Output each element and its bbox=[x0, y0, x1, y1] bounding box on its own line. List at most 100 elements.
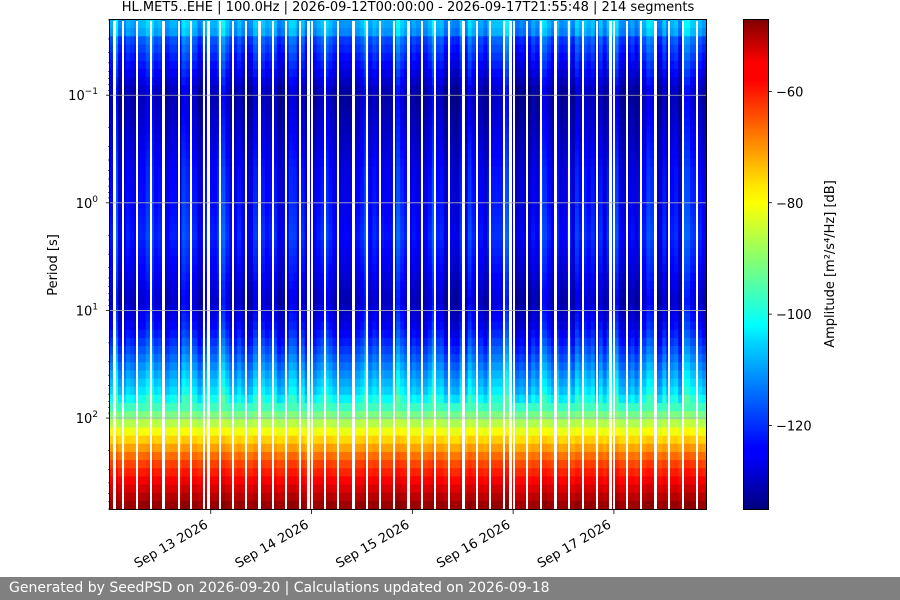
heatmap-cell bbox=[117, 20, 123, 29]
heatmap-cell bbox=[272, 231, 278, 241]
heatmap-cell bbox=[125, 288, 131, 298]
heatmap-cell bbox=[400, 101, 405, 111]
heatmap-cell bbox=[555, 240, 560, 249]
heatmap-cell bbox=[435, 248, 441, 257]
heatmap-cell bbox=[320, 52, 326, 62]
heatmap-cell bbox=[193, 174, 199, 184]
heatmap-cell bbox=[125, 52, 131, 62]
heatmap-cell bbox=[149, 264, 155, 274]
heatmap-cell bbox=[173, 134, 179, 143]
heatmap-cell bbox=[173, 240, 179, 249]
heatmap-cell bbox=[137, 20, 143, 29]
heatmap-cell bbox=[229, 68, 234, 78]
heatmap-cell bbox=[376, 20, 381, 29]
heatmap-cell bbox=[443, 36, 449, 46]
heatmap-cell bbox=[312, 36, 318, 46]
heatmap-cell bbox=[145, 150, 151, 160]
heatmap-cell bbox=[233, 272, 238, 282]
heatmap-cell bbox=[181, 77, 187, 86]
heatmap-cell bbox=[499, 20, 504, 29]
heatmap-cell bbox=[117, 60, 123, 70]
heatmap-cell bbox=[463, 248, 469, 257]
heatmap-cell bbox=[165, 166, 171, 176]
heatmap-cell bbox=[125, 207, 131, 217]
heatmap-cell bbox=[284, 199, 290, 209]
heatmap-cell bbox=[245, 125, 250, 135]
heatmap-cell bbox=[499, 85, 504, 94]
heatmap-cell bbox=[129, 36, 135, 46]
heatmap-cell bbox=[423, 231, 429, 241]
heatmap-cell bbox=[276, 248, 282, 257]
heatmap-cell bbox=[241, 68, 246, 78]
heatmap-cell bbox=[447, 60, 453, 70]
heatmap-cell bbox=[225, 248, 230, 257]
heatmap-cell bbox=[372, 77, 377, 86]
heatmap-cell bbox=[455, 183, 461, 192]
heatmap-cell bbox=[586, 36, 592, 46]
heatmap-cell bbox=[642, 223, 647, 233]
heatmap-cell bbox=[356, 280, 361, 290]
heatmap-cell bbox=[165, 77, 171, 86]
heatmap-cell bbox=[384, 101, 389, 111]
heatmap-cell bbox=[300, 134, 306, 143]
heatmap-cell bbox=[304, 231, 310, 241]
heatmap-cell bbox=[682, 207, 687, 217]
heatmap-cell bbox=[606, 280, 612, 290]
heatmap-cell bbox=[662, 36, 667, 46]
heatmap-cell bbox=[527, 134, 532, 143]
heatmap-cell bbox=[225, 36, 230, 46]
heatmap-cell bbox=[479, 199, 485, 209]
heatmap-cell bbox=[165, 93, 171, 103]
heatmap-cell bbox=[646, 134, 651, 143]
heatmap-cell bbox=[173, 215, 179, 225]
heatmap-cell bbox=[582, 150, 588, 160]
heatmap-cell bbox=[380, 183, 385, 192]
heatmap-cell bbox=[598, 231, 604, 241]
heatmap-cell bbox=[328, 60, 334, 70]
heatmap-cell bbox=[503, 231, 508, 241]
heatmap-cell bbox=[340, 101, 346, 111]
heatmap-cell bbox=[630, 60, 636, 70]
heatmap-cell bbox=[682, 191, 687, 200]
heatmap-cell bbox=[646, 44, 651, 54]
heatmap-cell bbox=[117, 183, 123, 192]
heatmap-cell bbox=[173, 52, 179, 62]
heatmap-cell bbox=[324, 109, 330, 119]
heatmap-cell bbox=[602, 77, 608, 86]
heatmap-cell bbox=[678, 158, 683, 168]
heatmap-cell bbox=[110, 77, 115, 86]
heatmap-cell bbox=[610, 125, 616, 135]
heatmap-cell bbox=[495, 77, 500, 86]
heatmap-cell bbox=[455, 215, 461, 225]
heatmap-cell bbox=[658, 199, 663, 209]
heatmap-cell bbox=[523, 101, 528, 111]
heatmap-cell bbox=[308, 264, 314, 274]
heatmap-cell bbox=[646, 20, 651, 29]
heatmap-cell bbox=[117, 52, 123, 62]
heatmap-cell bbox=[499, 101, 504, 111]
heatmap-cell bbox=[360, 174, 365, 184]
heatmap-cell bbox=[348, 77, 353, 86]
heatmap-cell bbox=[213, 20, 218, 29]
heatmap-cell bbox=[165, 174, 171, 184]
heatmap-cell bbox=[503, 125, 508, 135]
heatmap-cell bbox=[630, 77, 636, 86]
heatmap-cell bbox=[408, 60, 413, 70]
heatmap-cell bbox=[113, 264, 119, 274]
heatmap-cell bbox=[348, 20, 353, 29]
heatmap-cell bbox=[264, 142, 270, 151]
heatmap-cell bbox=[634, 44, 640, 54]
heatmap-cell bbox=[304, 215, 310, 225]
heatmap-cell bbox=[400, 44, 405, 54]
heatmap-cell bbox=[582, 272, 588, 282]
heatmap-cell bbox=[145, 240, 151, 249]
heatmap-cell bbox=[686, 191, 691, 200]
heatmap-cell bbox=[280, 150, 286, 160]
heatmap-cell bbox=[233, 77, 238, 86]
heatmap-cell bbox=[415, 207, 421, 217]
heatmap-cell bbox=[276, 215, 282, 225]
heatmap-cell bbox=[193, 215, 199, 225]
heatmap-cell bbox=[606, 93, 612, 103]
heatmap-cell bbox=[249, 288, 254, 298]
heatmap-cell bbox=[503, 77, 508, 86]
